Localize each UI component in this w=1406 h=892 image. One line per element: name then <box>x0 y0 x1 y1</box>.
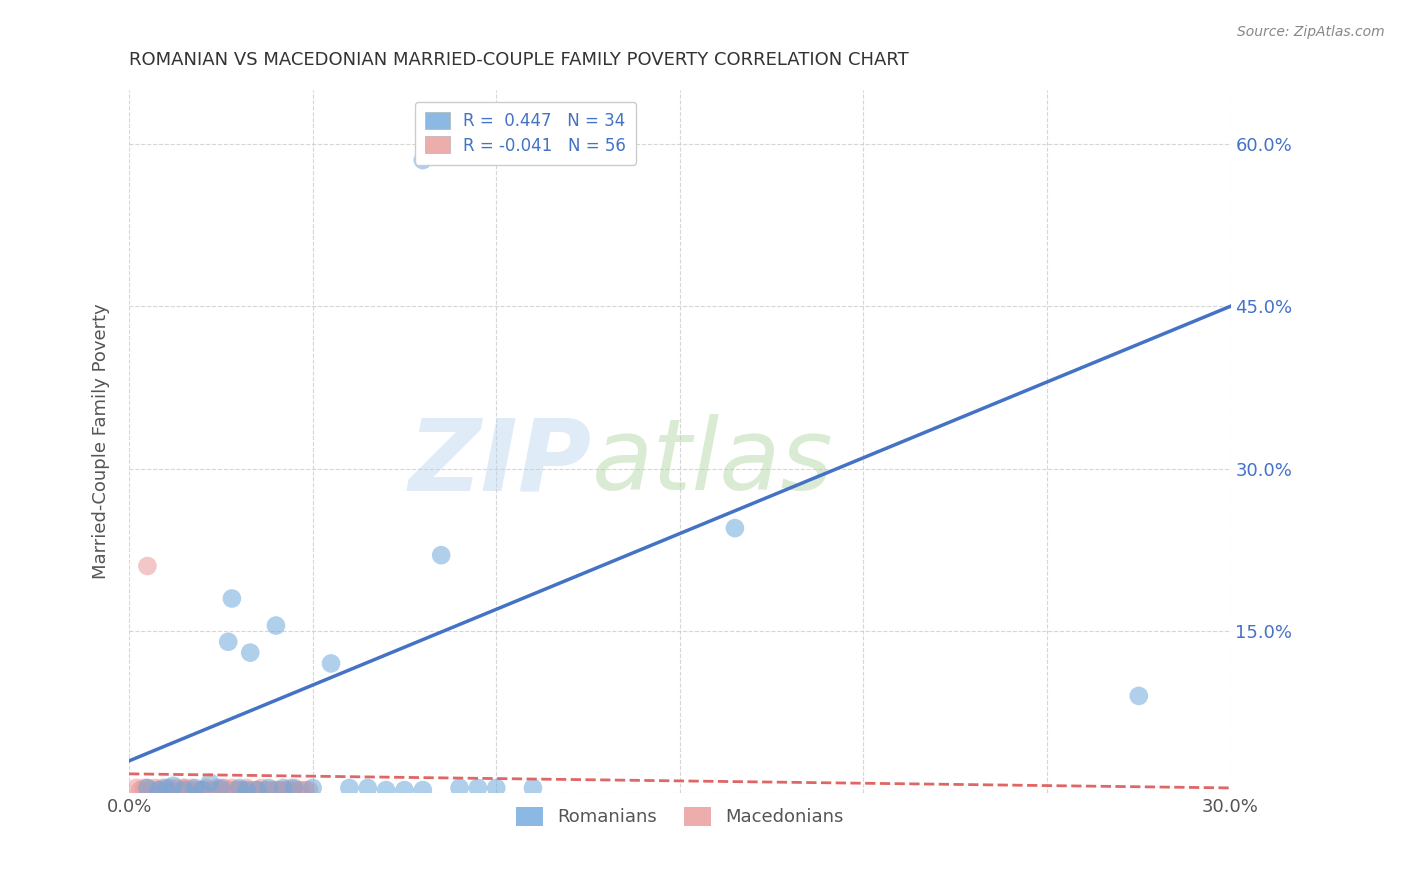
Point <box>162 779 184 793</box>
Point <box>243 783 266 797</box>
Point <box>173 783 195 797</box>
Point <box>198 783 221 797</box>
Point <box>280 780 302 795</box>
Point <box>217 783 239 797</box>
Point <box>412 153 434 167</box>
Point <box>184 783 207 797</box>
Point <box>184 780 207 795</box>
Point <box>187 783 209 797</box>
Point <box>283 783 305 797</box>
Point <box>298 783 321 797</box>
Point <box>150 780 173 795</box>
Point <box>143 780 166 795</box>
Point <box>217 634 239 648</box>
Point <box>198 775 221 789</box>
Point <box>221 591 243 606</box>
Point <box>155 783 177 797</box>
Point <box>269 783 291 797</box>
Point <box>467 780 489 795</box>
Point <box>246 783 269 797</box>
Point <box>136 780 159 795</box>
Point <box>191 783 214 797</box>
Point <box>191 783 214 797</box>
Point <box>239 783 262 797</box>
Point <box>724 521 747 535</box>
Point <box>155 783 177 797</box>
Point <box>148 783 170 797</box>
Legend: Romanians, Macedonians: Romanians, Macedonians <box>509 800 851 834</box>
Point <box>132 780 155 795</box>
Point <box>283 780 305 795</box>
Point <box>1128 689 1150 703</box>
Point <box>271 783 294 797</box>
Point <box>301 780 323 795</box>
Point <box>195 780 218 795</box>
Text: ZIP: ZIP <box>409 414 592 511</box>
Point <box>276 783 298 797</box>
Point <box>264 783 287 797</box>
Point <box>166 780 188 795</box>
Point <box>264 618 287 632</box>
Point <box>214 780 236 795</box>
Point <box>209 780 232 795</box>
Point <box>287 783 309 797</box>
Point <box>257 783 280 797</box>
Point <box>253 783 276 797</box>
Point <box>209 783 232 797</box>
Point <box>169 783 191 797</box>
Point <box>357 780 380 795</box>
Point <box>148 783 170 797</box>
Point <box>375 783 398 797</box>
Point <box>228 783 250 797</box>
Point <box>291 783 314 797</box>
Point <box>228 783 250 797</box>
Point <box>173 780 195 795</box>
Text: atlas: atlas <box>592 414 834 511</box>
Point <box>262 783 284 797</box>
Point <box>394 783 416 797</box>
Point <box>412 783 434 797</box>
Point <box>294 783 316 797</box>
Point <box>430 548 453 562</box>
Point <box>136 559 159 574</box>
Point <box>225 783 247 797</box>
Point <box>209 783 232 797</box>
Point <box>191 783 214 797</box>
Point <box>337 780 360 795</box>
Point <box>125 780 148 795</box>
Point <box>246 783 269 797</box>
Text: Source: ZipAtlas.com: Source: ZipAtlas.com <box>1237 25 1385 39</box>
Point <box>235 780 257 795</box>
Point <box>162 783 184 797</box>
Point <box>136 780 159 795</box>
Point <box>235 783 257 797</box>
Point <box>173 780 195 795</box>
Point <box>202 783 225 797</box>
Point <box>257 780 280 795</box>
Point <box>159 780 181 795</box>
Point <box>264 783 287 797</box>
Point <box>180 780 202 795</box>
Text: ROMANIAN VS MACEDONIAN MARRIED-COUPLE FAMILY POVERTY CORRELATION CHART: ROMANIAN VS MACEDONIAN MARRIED-COUPLE FA… <box>129 51 908 69</box>
Point <box>205 780 228 795</box>
Point <box>221 780 243 795</box>
Point <box>228 780 250 795</box>
Point <box>139 783 162 797</box>
Point <box>250 780 273 795</box>
Point <box>232 783 254 797</box>
Point <box>129 783 152 797</box>
Point <box>271 780 294 795</box>
Point <box>155 780 177 795</box>
Point <box>319 657 342 671</box>
Y-axis label: Married-Couple Family Poverty: Married-Couple Family Poverty <box>93 303 110 580</box>
Point <box>246 783 269 797</box>
Point <box>239 646 262 660</box>
Point <box>449 780 471 795</box>
Point <box>177 783 200 797</box>
Point <box>485 780 508 795</box>
Point <box>522 780 544 795</box>
